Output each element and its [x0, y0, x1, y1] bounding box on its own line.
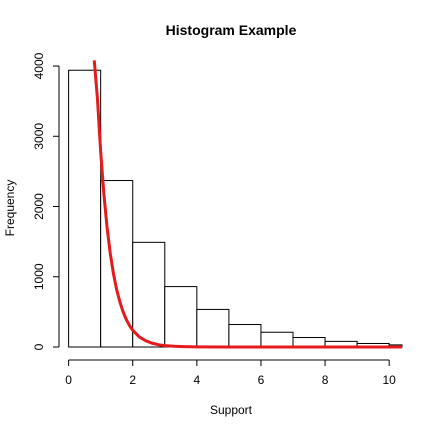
y-axis-label: Frequency — [3, 180, 17, 237]
x-tick-label: 2 — [129, 373, 136, 387]
x-axis-label: Support — [210, 403, 253, 417]
y-tick-label: 4000 — [32, 52, 46, 79]
y-tick-label: 0 — [32, 343, 46, 350]
histogram-bar — [164, 286, 198, 348]
y-tick-label: 2000 — [32, 193, 46, 220]
histogram-bar — [132, 241, 166, 348]
histogram-bar — [260, 331, 294, 348]
y-axis: 0 1000 2000 3000 4000 — [32, 52, 60, 350]
x-tick-label: 0 — [65, 373, 72, 387]
y-tick-label: 1000 — [32, 263, 46, 290]
x-tick-label: 4 — [193, 373, 200, 387]
x-tick-label: 10 — [382, 373, 396, 387]
y-tick-label: 3000 — [32, 123, 46, 150]
bars-layer — [68, 69, 403, 348]
histogram-bar — [196, 308, 230, 348]
chart-title: Histogram Example — [166, 22, 297, 38]
density-curve — [92, 60, 402, 349]
x-axis: 0 2 4 6 8 10 — [65, 359, 396, 387]
histogram-bar — [228, 324, 262, 348]
histogram-bar — [68, 69, 102, 348]
x-tick-label: 6 — [258, 373, 265, 387]
x-tick-label: 8 — [322, 373, 329, 387]
curve-layer — [92, 60, 402, 349]
